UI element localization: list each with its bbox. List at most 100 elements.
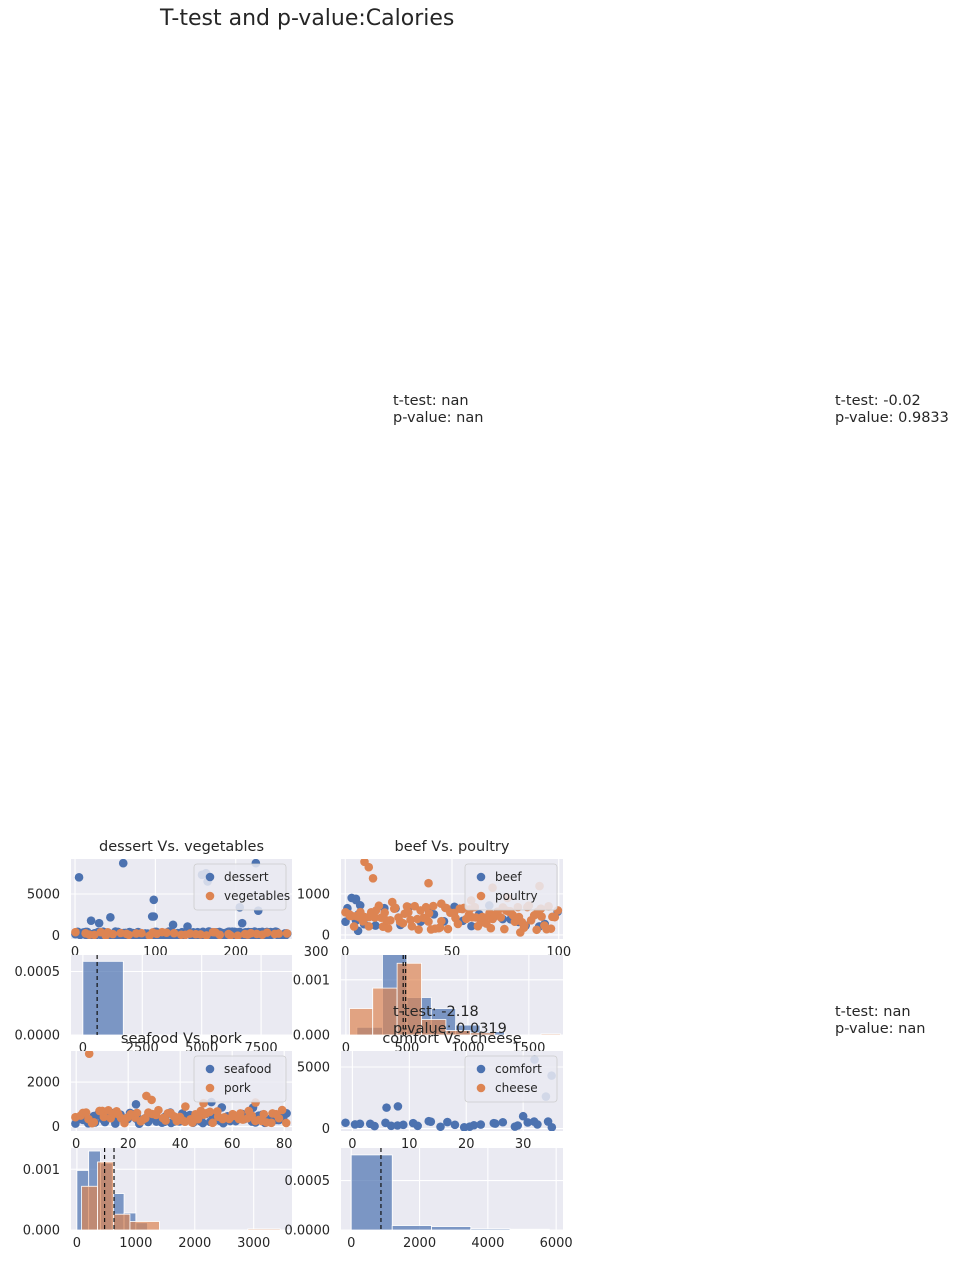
legend-label-pork: pork [224,1081,251,1095]
plot-marks [341,1055,557,1131]
pork-point [147,1095,156,1105]
poultry-point [453,919,463,929]
plot-marks [71,859,292,939]
dessert-bar [82,960,124,1035]
x-tick-label: 2000 [178,1236,211,1251]
pork-point [99,1112,109,1122]
poultry-bar [469,1032,496,1035]
x-tick-label: 2000 [403,1236,436,1251]
comfort-point [370,1121,379,1131]
poultry-point [496,913,506,922]
y-tick-label: 0.0005 [285,1174,331,1189]
pork-bar [113,1213,131,1230]
poultry-point [520,921,529,930]
poultry-point [383,924,393,933]
comfort-point [498,1117,508,1127]
poultry-point [516,928,525,937]
vegetables-point [162,928,171,938]
poultry-point [532,925,541,935]
poultry-bar [540,1033,561,1035]
dessert-point [149,895,159,905]
poultry-point [403,908,413,917]
poultry-point [500,924,509,934]
pork-point [132,1108,142,1118]
comfort-point [386,1121,396,1131]
comfort-point [398,1120,408,1130]
vegetables-point [215,930,225,939]
y-tick-label: 0 [322,1122,330,1137]
pork-point [259,1109,269,1119]
y-tick-label: 0 [52,1120,60,1135]
y-tick-label: 0.000 [293,1029,330,1044]
pork-point [84,1051,94,1058]
legend: dessert vegetables [193,863,290,911]
dessert-point [237,918,247,928]
comfort-point [393,1102,403,1111]
x-tick-label: 1000 [119,1236,152,1251]
subplot-title: comfort Vs. cheese [382,1031,521,1047]
poultry-bar [396,962,422,1035]
poultry-point [370,913,380,922]
plot-marks [71,1051,291,1128]
legend: seafood pork [193,1055,287,1103]
poultry-point [437,916,446,926]
comfort-point [443,1117,452,1127]
dessert-point [86,916,96,925]
poultry-point [380,908,389,917]
legend-frame [464,1055,558,1103]
comfort-point [436,1122,445,1131]
legend-marker-seafood [205,1064,215,1074]
comfort-point [469,1120,479,1130]
comfort-bar [350,1154,393,1230]
legend-label-poultry: poultry [495,889,538,903]
y-tick-label: 1000 [297,887,330,902]
poultry-point [424,909,434,918]
vegetables-point [262,928,272,937]
plot-marks [349,955,561,1035]
poultry-point [387,897,397,907]
subplot-6: 0 1000 2000 3000 0.000 0.001 [23,1148,292,1251]
pvalue-text-2: p-value: 0.9833 [835,410,949,426]
pork-bar [129,1221,160,1230]
x-tick-label: 6000 [540,1236,573,1251]
plot-marks [76,1148,281,1230]
y-tick-label: 0 [322,928,330,943]
legend-frame [193,1055,287,1103]
subplot-8: 0 2000 4000 6000 0.0000 0.0005 [285,1148,573,1251]
plot-marks [82,955,124,1035]
x-tick-label: 0 [342,1041,350,1056]
legend-marker-vegetables [205,891,215,901]
poultry-point [424,917,433,926]
poultry-bar [372,987,398,1035]
pork-point [154,1105,163,1115]
stats-annotation-1: t-test: nan p-value: nan [393,393,483,427]
ttest-text-1: t-test: nan [393,393,469,409]
poultry-point [386,916,395,925]
legend-label-vegetables: vegetables [224,889,290,903]
poultry-point [537,912,546,921]
plot-marks [350,1148,550,1230]
beef-point [371,921,380,930]
pork-point [89,1118,99,1127]
legend-marker-pork [205,1083,215,1093]
vegetables-point [282,929,292,938]
pvalue-text-4: p-value: nan [835,1021,926,1037]
dessert-point [74,873,84,882]
poultry-point [349,922,359,931]
legend-marker-poultry [476,891,486,901]
x-tick-label: 0 [347,1236,355,1251]
y-tick-label: 0 [52,929,60,944]
pork-point [205,1107,215,1117]
poultry-point [437,899,446,909]
ttest-text-2: t-test: -0.02 [835,393,921,409]
vegetables-point [226,930,235,939]
ttest-text-4: t-test: nan [835,1004,911,1020]
legend-label-cheese: cheese [495,1081,538,1095]
legend: beef poultry [464,863,558,911]
poultry-point [428,901,438,911]
pvalue-text-3: p-value: 0.0319 [393,1021,507,1037]
x-tick-label: 0 [71,945,79,960]
comfort-bar [391,1225,432,1230]
